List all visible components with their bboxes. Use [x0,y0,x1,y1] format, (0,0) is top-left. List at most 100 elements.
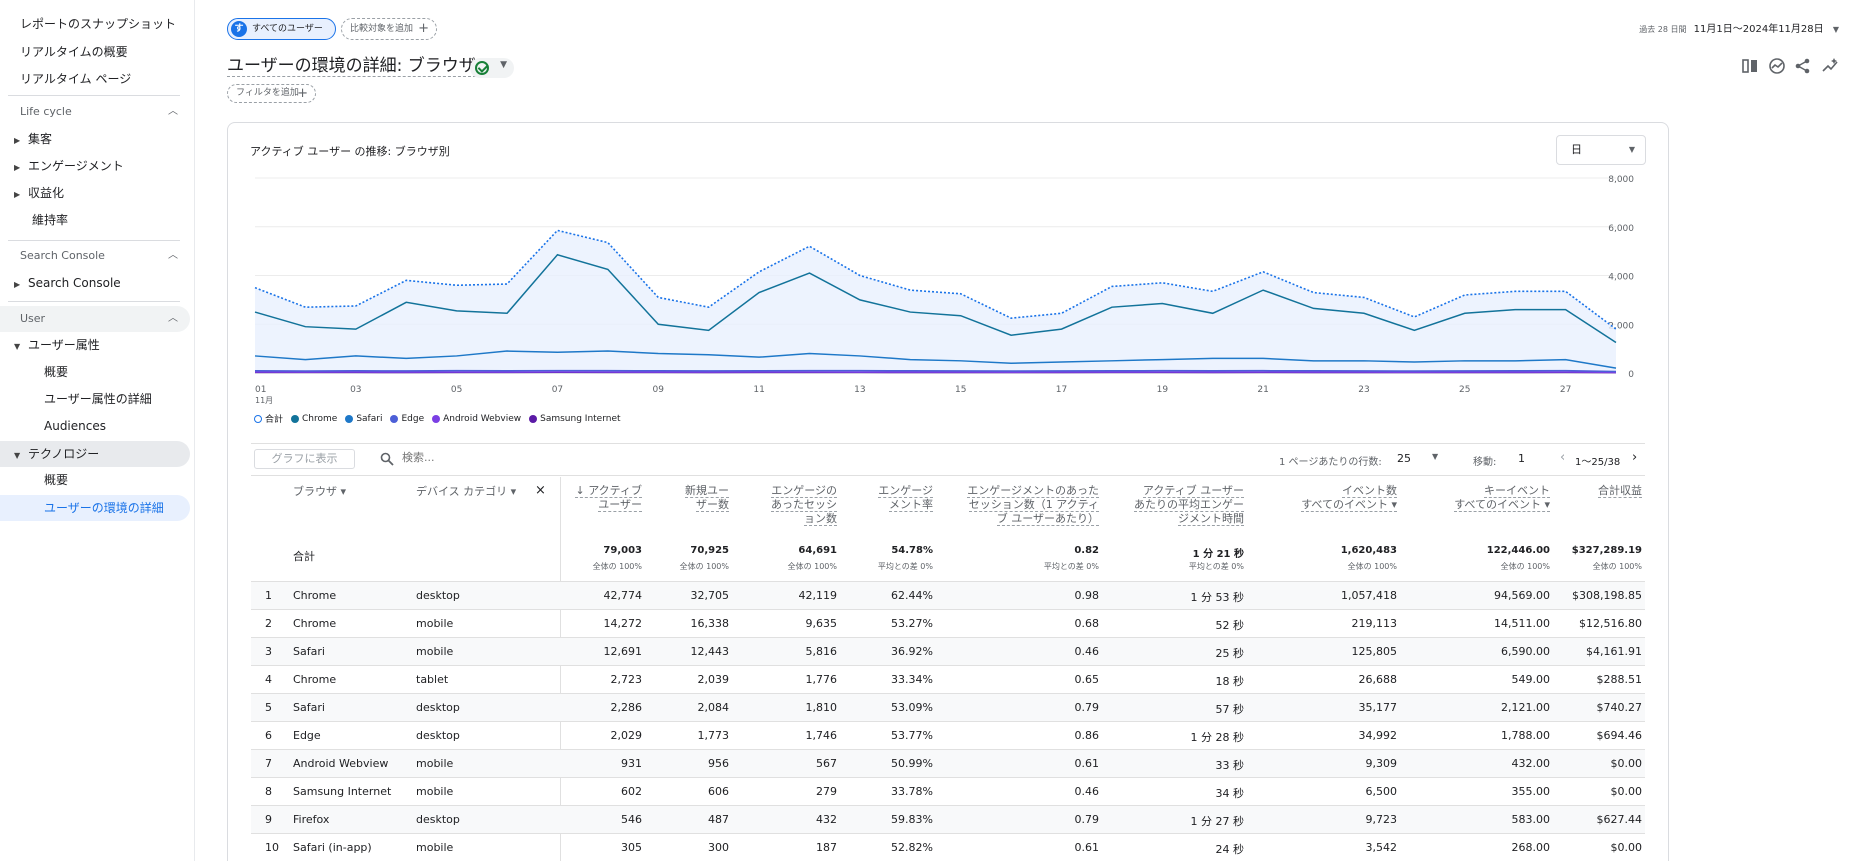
metric-header[interactable]: イベント数 すべてのイベント ▾ [1301,484,1397,512]
sidebar-item-user-attributes[interactable]: ▼ ユーザー属性 [14,333,100,357]
table-cell: 52.82% [891,841,933,854]
all-users-chip[interactable]: す すべてのユーザー [227,18,336,40]
chevron-up-icon[interactable]: ︿ [168,106,178,117]
legend-swatch [390,414,399,423]
trend-sparkle-icon[interactable] [1821,57,1839,75]
metric-header-line: イベント数 [1342,484,1397,498]
report-status-button[interactable]: ▼ [470,58,514,78]
table-row[interactable]: 8 Samsung Internet mobile 602 606 279 33.78% 0.… [251,777,1645,805]
sidebar-subitem-overview[interactable]: 概要 [44,365,69,379]
dimension-header-browser[interactable]: ブラウザ ▾ [293,485,347,498]
table-cell: 279 [816,785,837,798]
period-value: 日 [1571,143,1582,156]
caret-down-icon[interactable]: ▼ [1432,452,1439,461]
dimension-header-device[interactable]: デバイス カテゴリ ▾ [416,485,517,498]
plot-rows-button[interactable]: グラフに表示 [254,449,355,469]
legend-item[interactable]: Samsung Internet [529,412,621,425]
legend-item[interactable]: Edge [390,412,424,425]
sidebar-subitem-user-attributes-detail[interactable]: ユーザー属性の詳細 [44,392,152,406]
sidebar-section-search-console[interactable]: Search Console ︿ [20,246,186,266]
chevron-left-icon[interactable]: ‹ [1560,450,1566,465]
chevron-up-icon[interactable]: ︿ [168,313,178,324]
table-row[interactable]: 5 Safari desktop 2,286 2,084 1,810 53.09% 0.79 5… [251,693,1645,721]
legend-item[interactable]: Chrome [291,412,337,425]
legend-label: 合計 [265,415,284,425]
table-cell: 4 [265,673,272,686]
sidebar-section-user[interactable]: User ︿ [20,309,186,329]
table-cell: $12,516.80 [1579,617,1642,630]
table-cell: 7 [265,757,272,770]
table-cell: 549.00 [1511,673,1551,686]
metric-header[interactable]: 合計収益 [1598,484,1642,498]
table-cell: 8 [265,785,272,798]
table-row[interactable]: 4 Chrome tablet 2,723 2,039 1,776 33.34% 0.65 18… [251,665,1645,693]
rows-per-page-select[interactable]: 25 [1397,452,1411,465]
insights-icon[interactable] [1768,57,1786,75]
metric-header[interactable]: ↓ アクティブ ユーザー [575,484,642,512]
sidebar-item-engagement[interactable]: ▶ エンゲージメント [14,154,124,178]
sidebar-item-acquisition[interactable]: ▶ 集客 [14,127,52,151]
sidebar-link-realtime-pages[interactable]: リアルタイム ページ [20,72,132,86]
metric-header[interactable]: アクティブ ユーザー あたりの平均エンゲー ジメント時間 [1134,484,1244,526]
sidebar-divider [8,240,180,241]
table-cell: 57 秒 [1215,703,1245,716]
table-cell: 12,443 [690,645,730,658]
table-row[interactable]: 3 Safari mobile 12,691 12,443 5,816 36.92% 0.46… [251,637,1645,665]
table-cell: 6,500 [1365,785,1398,798]
metric-header[interactable]: エンゲージの あったセッシ ョン数 [771,484,837,526]
legend-swatch [345,414,354,423]
sidebar-subitem-audiences[interactable]: Audiences [44,419,106,433]
goto-page-input[interactable]: 1 [1518,452,1525,465]
sidebar-link-realtime-overview[interactable]: リアルタイムの概要 [20,45,128,59]
table-row[interactable]: 2 Chrome mobile 14,272 16,338 9,635 53.27% 0.68… [251,609,1645,637]
legend-label: Safari [356,413,383,424]
table-row[interactable]: 7 Android Webview mobile 931 956 567 50.99% 0.6… [251,749,1645,777]
sidebar-section-lifecycle[interactable]: Life cycle ︿ [20,102,186,122]
metric-header[interactable]: エンゲージメントのあった セッション数（1 アクティブ ユーザーあたり） [967,484,1099,526]
legend-item[interactable]: Safari [345,412,382,425]
metric-header[interactable]: 新規ユー ザー数 [685,484,729,512]
table-row[interactable]: 1 Chrome desktop 42,774 32,705 42,119 62.44% 0.… [251,581,1645,609]
sidebar-subitem-tech-details[interactable]: ユーザーの環境の詳細 [44,501,164,515]
chevron-right-icon[interactable]: › [1632,450,1638,465]
check-circle-icon [475,61,489,75]
caret-right-icon: ▶ [14,136,21,145]
table-cell: Android Webview [293,757,389,770]
sidebar-item-search-console[interactable]: ▶ Search Console [14,271,121,295]
metric-header-line: エンゲージ [878,484,933,498]
table-cell: 219,113 [1351,617,1398,630]
table-cell: 2,029 [610,729,643,742]
table-row[interactable]: 6 Edge desktop 2,029 1,773 1,746 53.77% 0.86 1 分… [251,721,1645,749]
sidebar-item-technology[interactable]: ▼ テクノロジー [14,442,99,466]
y-tick-label: 6,000 [1608,224,1634,234]
table-cell: 1 [265,589,272,602]
period-select[interactable]: 日 ▼ [1556,135,1646,165]
table-cell: $0.00 [1610,757,1643,770]
table-cell: 0.46 [1074,645,1100,658]
legend-item[interactable]: Android Webview [432,412,521,425]
date-range-picker[interactable]: 過去 28 日間 11月1日～2024年11月28日 ▼ [1639,20,1839,35]
metric-total: 0.82 [1074,545,1099,556]
table-row[interactable]: 9 Firefox desktop 546 487 432 59.83% 0.79 1 分 27… [251,805,1645,833]
search-input[interactable] [402,451,702,464]
add-comparison-chip[interactable]: 比較対象を追加 + [341,18,437,40]
chevron-up-icon[interactable]: ︿ [168,250,178,261]
sidebar-subitem-tech-overview[interactable]: 概要 [44,473,69,487]
legend-item[interactable]: 合計 [254,412,283,425]
metric-header[interactable]: キーイベント すべてのイベント ▾ [1454,484,1550,512]
total-area [255,230,1616,373]
share-icon[interactable] [1794,57,1812,75]
sidebar-link-report-snapshot[interactable]: レポートのスナップショット [20,17,177,31]
left-sidebar: レポートのスナップショット リアルタイムの概要 リアルタイム ページ Life … [0,0,195,861]
table-row[interactable]: 10 Safari (in-app) mobile 305 300 187 52.82% 0.… [251,833,1645,861]
sidebar-item-monetization[interactable]: ▶ 収益化 [14,181,64,205]
sidebar-item-retention[interactable]: 維持率 [32,213,69,227]
remove-dimension-icon[interactable]: × [535,483,546,498]
x-tick-label: 19 [1157,385,1169,395]
table-cell: 16,338 [690,617,730,630]
metric-header[interactable]: エンゲージ メント率 [878,484,933,512]
add-filter-chip[interactable]: フィルタを追加 + [227,84,316,103]
table-cell: 6 [265,729,272,742]
compare-columns-icon[interactable] [1741,57,1759,75]
table-cell: 25 秒 [1215,647,1245,660]
